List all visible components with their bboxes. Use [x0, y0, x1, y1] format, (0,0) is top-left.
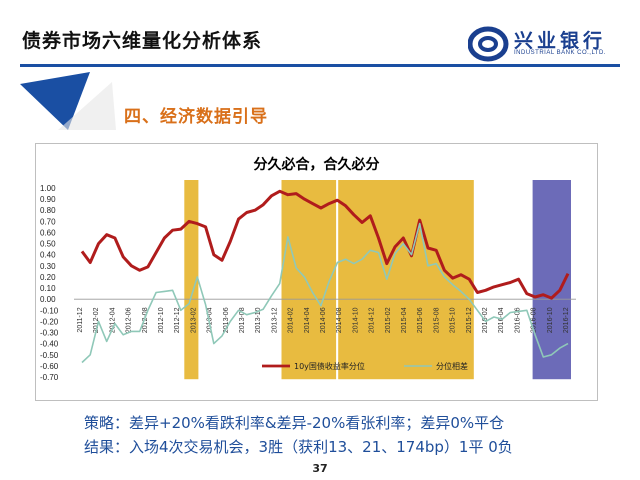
header-divider [20, 64, 620, 67]
y-tick-label: 0.00 [40, 295, 56, 304]
series-line-0 [80, 189, 570, 300]
y-tick-label: 0.90 [40, 195, 56, 204]
y-tick-label: 0.40 [40, 251, 56, 260]
x-tick-label: 2016-04 [498, 307, 505, 333]
highlight-band-2 [338, 180, 474, 380]
chart-frame: 分久必合，合久必分 1.00 0.90 0.80 0.70 0.60 0.50 0.40 0.… [35, 143, 598, 401]
x-tick-label: 2012-12 [174, 307, 181, 333]
x-tick-label: 2015-10 [450, 307, 457, 333]
chart-svg: 1.00 0.90 0.80 0.70 0.60 0.50 0.40 0.30 0.20 0.10… [40, 180, 576, 382]
y-tick-label: 0.30 [40, 262, 56, 271]
grey-stripes [58, 82, 116, 130]
x-tick-label: 2014-06 [320, 307, 327, 333]
x-tick-label: 2014-02 [288, 307, 295, 333]
legend-label-0: 10y国债收益率分位 [294, 361, 365, 371]
brand-logo-icon [467, 26, 509, 62]
x-tick-label: 2015-04 [401, 307, 408, 333]
y-tick-label: -0.40 [40, 340, 59, 349]
x-tick-label: 2012-06 [126, 307, 133, 333]
blue-triangle [20, 72, 90, 130]
x-tick-label: 2011-12 [77, 307, 84, 332]
chart-title: 分久必合，合久必分 [253, 157, 380, 173]
x-tick-label: 2014-10 [352, 307, 359, 333]
x-tick-label: 2014-08 [336, 307, 343, 333]
x-tick-label: 2015-08 [433, 307, 440, 333]
page-title: 债券市场六维量化分析体系 [22, 30, 263, 52]
y-tick-label: -0.10 [40, 306, 59, 315]
x-tick-label: 2015-12 [466, 307, 473, 333]
x-tick-label: 2013-12 [271, 307, 278, 333]
y-tick-label: -0.70 [40, 373, 59, 382]
x-tick-label: 2014-04 [304, 307, 311, 333]
series-line-1 [81, 222, 569, 364]
x-tick-label: 2016-06 [514, 307, 521, 333]
brand-name: 兴业银行 [514, 30, 607, 52]
brand-subtitle: INDUSTRIAL BANK CO.,LTD. [514, 50, 607, 56]
y-tick-label: -0.50 [40, 351, 59, 360]
x-tick-label: 2013-04 [207, 307, 214, 333]
strategy-text: 策略：差异+20%看跌利率&差异-20%看张利率；差异0%平仓 [84, 414, 505, 432]
highlight-band-1 [281, 180, 337, 380]
y-tick-label: 0.50 [40, 240, 56, 249]
x-tick-label: 2013-10 [255, 307, 262, 333]
brand-logo: 兴业银行 INDUSTRIAL BANK CO.,LTD. [467, 24, 618, 64]
x-tick-label: 2012-02 [93, 307, 100, 333]
x-tick-label: 2012-10 [158, 307, 165, 333]
x-tick-label: 2015-06 [417, 307, 424, 333]
x-tick-label: 2016-10 [547, 307, 554, 333]
result-text: 结果：入场4次交易机会，3胜（获利13、21、174bp）1平 0负 [84, 438, 513, 456]
section-title: 四、经济数据引导 [124, 107, 268, 127]
x-tick-label: 2012-04 [109, 307, 116, 333]
y-tick-label: -0.60 [40, 362, 59, 371]
y-tick-label: 0.70 [40, 217, 56, 226]
y-tick-label: -0.20 [40, 317, 59, 326]
section-decoration [20, 72, 116, 130]
x-tick-label: 2014-12 [369, 307, 376, 333]
x-tick-label: 2013-08 [239, 307, 246, 333]
x-tick-label: 2012-08 [142, 307, 149, 333]
y-tick-label: 0.20 [40, 273, 56, 282]
y-tick-label: 0.80 [40, 206, 56, 215]
legend-label-1: 分位相差 [436, 361, 468, 371]
highlight-band-0 [184, 180, 199, 380]
y-tick-label: -0.30 [40, 329, 59, 338]
y-tick-label: 0.10 [40, 284, 56, 293]
x-tick-label: 2016-08 [531, 307, 538, 333]
page-number: 37 [312, 462, 328, 475]
y-tick-label: 0.60 [40, 228, 56, 237]
x-tick-label: 2015-02 [385, 307, 392, 333]
x-tick-label: 2013-06 [223, 307, 230, 333]
y-tick-label: 1.00 [40, 184, 56, 193]
x-tick-label: 2016-12 [563, 307, 570, 333]
x-tick-label: 2013-02 [190, 307, 197, 333]
